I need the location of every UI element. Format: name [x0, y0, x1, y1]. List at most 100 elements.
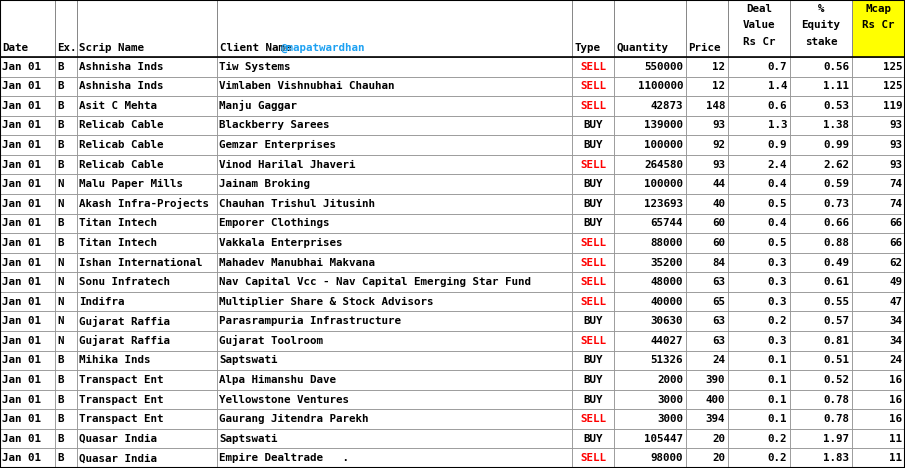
- Text: B: B: [57, 219, 63, 228]
- Bar: [77, 213, 217, 233]
- Text: 0.3: 0.3: [767, 277, 787, 287]
- Text: Jan 01: Jan 01: [2, 297, 41, 307]
- Text: 2.4: 2.4: [767, 160, 787, 169]
- Bar: [572, 351, 614, 370]
- Bar: [790, 410, 852, 429]
- Text: Jan 01: Jan 01: [2, 336, 41, 346]
- Bar: [728, 77, 790, 96]
- Text: Mahadev Manubhai Makvana: Mahadev Manubhai Makvana: [219, 257, 375, 268]
- Bar: [686, 272, 728, 292]
- Bar: [686, 116, 728, 135]
- Bar: [572, 331, 614, 351]
- Bar: [728, 448, 790, 468]
- Bar: [55, 429, 77, 448]
- Text: 0.61: 0.61: [823, 277, 849, 287]
- Bar: [686, 448, 728, 468]
- Bar: [77, 448, 217, 468]
- Bar: [572, 213, 614, 233]
- Bar: [217, 253, 572, 272]
- Text: Gemzar Enterprises: Gemzar Enterprises: [219, 140, 336, 150]
- Bar: [0, 0, 55, 57]
- Text: BUY: BUY: [583, 179, 603, 189]
- Bar: [217, 410, 572, 429]
- Bar: [0, 96, 55, 116]
- Text: Tiw Systems: Tiw Systems: [219, 62, 291, 72]
- Bar: [852, 253, 905, 272]
- Bar: [55, 351, 77, 370]
- Text: 30630: 30630: [651, 316, 683, 326]
- Text: Manju Gaggar: Manju Gaggar: [219, 101, 297, 111]
- Text: 44: 44: [712, 179, 725, 189]
- Text: Transpact Ent: Transpact Ent: [79, 414, 164, 424]
- Text: Nav Capital Vcc - Nav Capital Emerging Star Fund: Nav Capital Vcc - Nav Capital Emerging S…: [219, 277, 531, 287]
- Text: 390: 390: [706, 375, 725, 385]
- Bar: [0, 292, 55, 311]
- Bar: [0, 331, 55, 351]
- Text: Equity: Equity: [802, 20, 841, 30]
- Bar: [790, 57, 852, 77]
- Bar: [55, 135, 77, 155]
- Text: 0.53: 0.53: [823, 101, 849, 111]
- Bar: [55, 253, 77, 272]
- Bar: [217, 292, 572, 311]
- Text: 93: 93: [889, 160, 902, 169]
- Text: B: B: [57, 375, 63, 385]
- Text: 2.62: 2.62: [823, 160, 849, 169]
- Bar: [852, 213, 905, 233]
- Bar: [572, 155, 614, 175]
- Bar: [0, 448, 55, 468]
- Text: SELL: SELL: [580, 160, 606, 169]
- Bar: [572, 311, 614, 331]
- Text: 0.1: 0.1: [767, 414, 787, 424]
- Text: 1.11: 1.11: [823, 81, 849, 91]
- Bar: [55, 448, 77, 468]
- Text: 550000: 550000: [644, 62, 683, 72]
- Text: 394: 394: [706, 414, 725, 424]
- Text: 35200: 35200: [651, 257, 683, 268]
- Text: SELL: SELL: [580, 62, 606, 72]
- Bar: [728, 429, 790, 448]
- Text: 0.3: 0.3: [767, 257, 787, 268]
- Text: 74: 74: [889, 199, 902, 209]
- Text: 0.5: 0.5: [767, 238, 787, 248]
- Text: Jan 01: Jan 01: [2, 81, 41, 91]
- Bar: [728, 57, 790, 77]
- Text: Transpact Ent: Transpact Ent: [79, 375, 164, 385]
- Text: 0.51: 0.51: [823, 355, 849, 366]
- Text: 93: 93: [889, 140, 902, 150]
- Bar: [0, 213, 55, 233]
- Bar: [790, 253, 852, 272]
- Bar: [852, 448, 905, 468]
- Text: Relicab Cable: Relicab Cable: [79, 160, 164, 169]
- Bar: [790, 351, 852, 370]
- Bar: [686, 390, 728, 410]
- Bar: [614, 253, 686, 272]
- Text: Ashnisha Inds: Ashnisha Inds: [79, 62, 164, 72]
- Bar: [852, 135, 905, 155]
- Bar: [614, 292, 686, 311]
- Bar: [614, 410, 686, 429]
- Bar: [217, 116, 572, 135]
- Bar: [572, 448, 614, 468]
- Text: Jan 01: Jan 01: [2, 199, 41, 209]
- Bar: [0, 155, 55, 175]
- Bar: [217, 175, 572, 194]
- Bar: [686, 0, 728, 57]
- Bar: [572, 370, 614, 390]
- Bar: [728, 213, 790, 233]
- Text: 0.73: 0.73: [823, 199, 849, 209]
- Text: 0.1: 0.1: [767, 395, 787, 404]
- Text: Indifra: Indifra: [79, 297, 125, 307]
- Text: 16: 16: [889, 375, 902, 385]
- Text: 0.4: 0.4: [767, 219, 787, 228]
- Bar: [790, 292, 852, 311]
- Bar: [614, 272, 686, 292]
- Bar: [77, 370, 217, 390]
- Bar: [77, 292, 217, 311]
- Bar: [686, 370, 728, 390]
- Bar: [55, 96, 77, 116]
- Bar: [614, 331, 686, 351]
- Text: 62: 62: [889, 257, 902, 268]
- Bar: [572, 253, 614, 272]
- Bar: [614, 351, 686, 370]
